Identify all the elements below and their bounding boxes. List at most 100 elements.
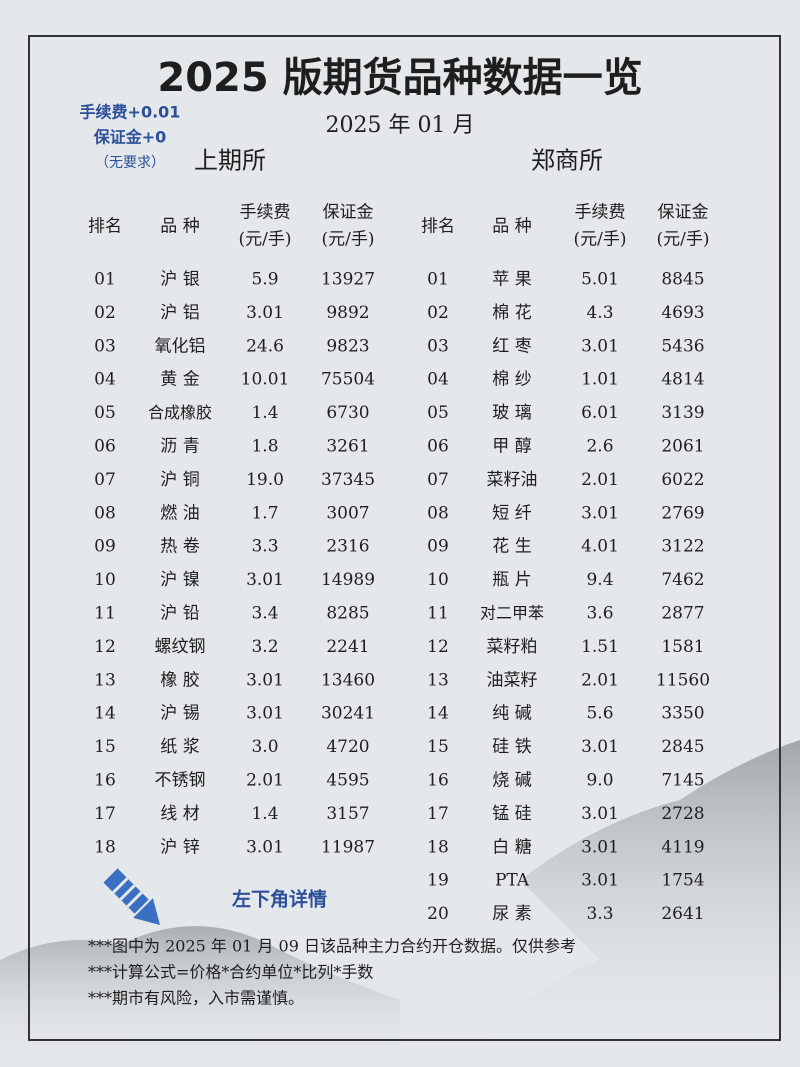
table-cell: 3261 <box>326 437 369 457</box>
column-header: 排名 <box>88 217 122 237</box>
table-cell: 5.01 <box>581 270 619 290</box>
table-cell: 热 卷 <box>160 537 199 557</box>
table-cell: 瓶 片 <box>492 570 531 590</box>
table-cell: 沥 青 <box>160 437 199 457</box>
column-header: 品 种 <box>492 217 531 237</box>
table-cell: 2845 <box>661 737 704 757</box>
table-cell: 3.01 <box>581 804 619 824</box>
table-cell: 3.01 <box>581 837 619 857</box>
table-cell: 3.01 <box>581 503 619 523</box>
table-cell: PTA <box>495 871 530 891</box>
table-cell: 3.01 <box>581 336 619 356</box>
table-cell: 19 <box>427 871 449 891</box>
table-cell: 04 <box>94 370 116 390</box>
table-cell: 2728 <box>661 804 704 824</box>
table-cell: 14 <box>427 704 449 724</box>
table-cell: 2877 <box>661 604 704 624</box>
table-cell: 锰 硅 <box>492 804 531 824</box>
table-cell: 5436 <box>661 336 704 356</box>
table-cell: 15 <box>427 737 449 757</box>
table-cell: 03 <box>427 336 449 356</box>
table-cell: 3007 <box>326 503 369 523</box>
table-cell: 橡 胶 <box>160 670 199 690</box>
table-cell: 09 <box>427 537 449 557</box>
column-header: (元/手) <box>239 230 292 250</box>
side-note: 保证金+0 <box>93 128 167 147</box>
table-cell: 4.01 <box>581 537 619 557</box>
table-cell: 玻 璃 <box>492 403 531 423</box>
table-cell: 8285 <box>326 604 369 624</box>
table-cell: 2.01 <box>246 771 284 791</box>
footnote: ***期市有风险，入市需谨慎。 <box>88 989 304 1008</box>
title: 2025 版期货品种数据一览 <box>157 55 642 101</box>
table-cell: 3.01 <box>246 303 284 323</box>
table-cell: 4720 <box>326 737 369 757</box>
table-cell: 1.8 <box>251 437 278 457</box>
table-cell: 沪 铜 <box>160 470 199 490</box>
table-cell: 09 <box>94 537 116 557</box>
table-cell: 02 <box>94 303 116 323</box>
table-cell: 13460 <box>321 670 375 690</box>
table-cell: 11560 <box>656 670 710 690</box>
footnote: ***计算公式=价格*合约单位*比列*手数 <box>88 963 373 982</box>
table-cell: 11 <box>427 604 449 624</box>
table-cell: 07 <box>94 470 116 490</box>
table-cell: 纸 浆 <box>160 737 199 757</box>
column-header: (元/手) <box>322 230 375 250</box>
table-cell: 5.9 <box>251 270 278 290</box>
table-cell: 10 <box>94 570 116 590</box>
table-cell: 硅 铁 <box>492 737 531 757</box>
table-cell: 棉 花 <box>492 303 531 323</box>
column-header: 手续费 <box>575 203 626 223</box>
table-cell: 燃 油 <box>160 503 199 523</box>
table-cell: 3.01 <box>246 670 284 690</box>
table-cell: 13 <box>94 670 116 690</box>
table-cell: 3.01 <box>246 837 284 857</box>
table-cell: 2.01 <box>581 470 619 490</box>
table-cell: 14 <box>94 704 116 724</box>
table-cell: 4814 <box>661 370 704 390</box>
table-cell: 3.01 <box>246 570 284 590</box>
table-cell: 9.0 <box>586 771 613 791</box>
side-note: （无要求） <box>95 155 165 171</box>
table-cell: 9892 <box>326 303 369 323</box>
table-cell: 3122 <box>661 537 704 557</box>
table-cell: 沪 铅 <box>160 604 199 624</box>
column-header: (元/手) <box>657 230 710 250</box>
arrow-icon <box>103 868 160 925</box>
column-header: 排名 <box>421 217 455 237</box>
column-header: 保证金 <box>323 203 374 223</box>
table-cell: 16 <box>94 771 116 791</box>
table-cell: 20 <box>427 904 449 924</box>
table-cell: 19.0 <box>246 470 284 490</box>
table-cell: 11 <box>94 604 116 624</box>
table-cell: 不锈钢 <box>155 771 206 791</box>
side-note: 手续费+0.01 <box>80 103 181 122</box>
table-cell: 2641 <box>661 904 704 924</box>
table-cell: 合成橡胶 <box>148 403 212 422</box>
table-cell: 5.6 <box>586 704 613 724</box>
table-cell: 07 <box>427 470 449 490</box>
table-cell: 02 <box>427 303 449 323</box>
table-cell: 苹 果 <box>492 270 531 290</box>
table-cell: 3.3 <box>251 537 278 557</box>
table-cell: 2.01 <box>581 670 619 690</box>
table-cell: 75504 <box>321 370 375 390</box>
table-cell: 3.01 <box>581 871 619 891</box>
table-cell: 花 生 <box>492 537 531 557</box>
table-cell: 氧化铝 <box>155 336 206 356</box>
table-cell: 螺纹钢 <box>155 637 206 657</box>
subtitle: 2025 年 01 月 <box>326 113 475 138</box>
table-cell: 1.4 <box>251 804 278 824</box>
frame <box>28 35 781 1041</box>
table-cell: 14989 <box>321 570 375 590</box>
table-cell: 15 <box>94 737 116 757</box>
table-cell: 11987 <box>321 837 375 857</box>
table-cell: 13927 <box>321 270 375 290</box>
mountain <box>460 740 800 1067</box>
footnote: ***图中为 2025 年 01 月 09 日该品种主力合约开仓数据。仅供参考 <box>88 937 576 956</box>
table-cell: 04 <box>427 370 449 390</box>
table-cell: 2241 <box>326 637 369 657</box>
table-cell: 3139 <box>661 403 704 423</box>
column-header: 品 种 <box>160 217 199 237</box>
